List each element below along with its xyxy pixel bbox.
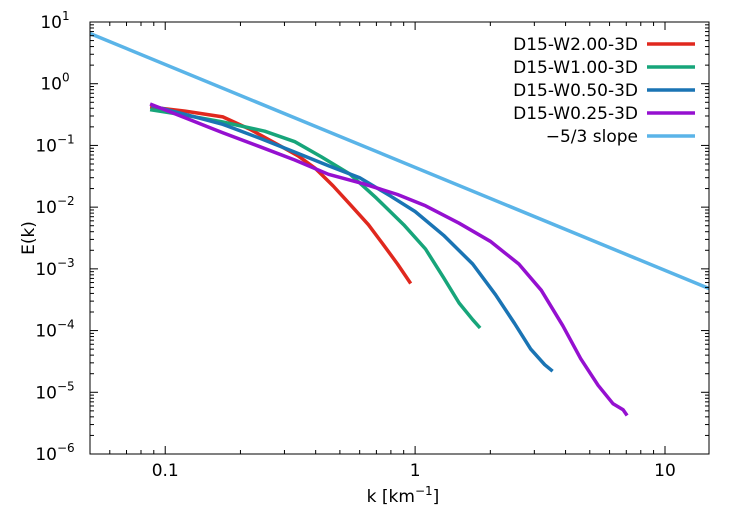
legend-label: D15-W1.00-3D xyxy=(513,58,638,78)
x-tick-label: 1 xyxy=(410,461,421,481)
plot-lines xyxy=(89,31,710,417)
y-tick-label: 10−5 xyxy=(35,379,74,403)
y-tick-label: 10−2 xyxy=(35,194,74,218)
y-tick-label: 10−6 xyxy=(35,441,74,465)
x-axis-label: k [km−1] xyxy=(367,484,440,507)
legend-label: D15-W2.00-3D xyxy=(513,35,638,55)
x-axis-label-tail: ] xyxy=(433,487,440,507)
x-tick-label: 10 xyxy=(654,461,676,481)
x-tick-label: 0.1 xyxy=(152,461,179,481)
y-tick-label: 101 xyxy=(40,9,69,33)
legend-label: D15-W0.50-3D xyxy=(513,81,638,101)
x-axis-label-superscript: −1 xyxy=(415,484,433,498)
series-line-3 xyxy=(149,102,629,417)
plot-frame xyxy=(89,21,710,455)
y-tick-label: 10−3 xyxy=(35,256,74,280)
legend-label: −5/3 slope xyxy=(546,127,638,147)
series-line-2 xyxy=(150,104,554,373)
series-line-1 xyxy=(149,107,482,330)
axis-tick-labels: 0.1 1 10 10−6 10−5 10−4 10−3 10−2 10−1 100 101 xyxy=(35,9,675,481)
axis-ticks xyxy=(89,21,709,455)
legend-label: D15-W0.25-3D xyxy=(513,104,638,124)
series-line-4 xyxy=(89,31,710,291)
y-axis-label: E(k) xyxy=(19,221,39,255)
y-tick-label: 10−4 xyxy=(35,318,74,342)
legend: D15-W2.00-3D D15-W1.00-3D D15-W0.50-3D D15-… xyxy=(513,35,695,147)
y-tick-label: 100 xyxy=(40,71,69,95)
y-tick-label: 10−1 xyxy=(35,132,74,156)
